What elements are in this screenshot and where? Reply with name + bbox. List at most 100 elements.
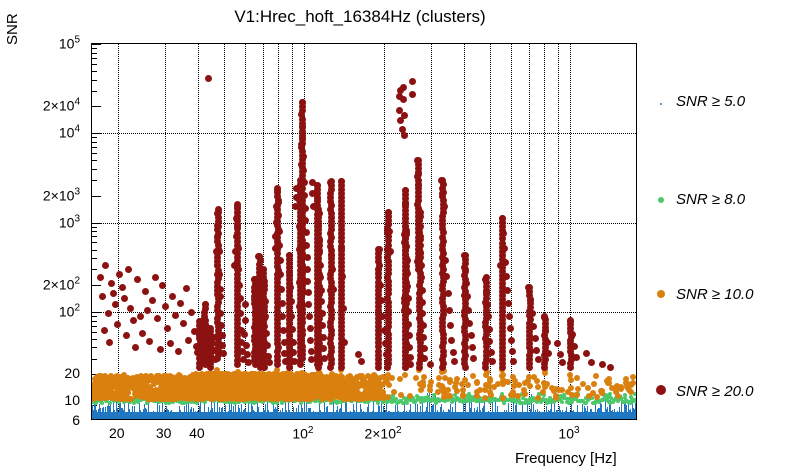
legend-entry[interactable]: SNR ≥ 20.0 [650,380,753,402]
snr8-point [392,399,397,404]
snr20-point [400,111,408,119]
snr8-point [608,400,612,405]
snr20-point [158,281,166,289]
snr20-point [304,289,312,296]
snr5-spike [628,404,629,419]
snr10-point [265,371,271,378]
snr10-point [420,374,427,381]
snr10-point [527,383,534,390]
snr10-point [459,392,466,399]
snr10-point [127,395,134,402]
snr20-point [598,360,606,368]
snr10-point [152,391,159,398]
snr5-spike [610,397,611,419]
y-axis-tick [92,44,101,45]
snr5-spike [429,392,430,419]
snr5-spike [395,404,396,419]
snr5-spike [99,404,100,419]
legend: SNR ≥ 5.0 SNR ≥ 8.0 SNR ≥ 10.0 SNR ≥ 20.0 [650,55,800,405]
snr5-spike [237,404,239,419]
snr10-point [161,383,167,390]
y-axis-tick [92,195,101,197]
snr20-point [96,274,104,282]
x-gridline [223,44,225,419]
y-axis-tick [92,90,97,92]
snr5-spike [241,404,242,419]
snr20-point [214,206,222,213]
snr8-point [185,400,190,405]
snr8-point [574,396,579,401]
legend-entry[interactable]: SNR ≥ 8.0 [650,188,745,210]
snr20-point [408,78,416,85]
snr8-point [420,396,425,401]
y-tick-label: 20 [64,365,80,382]
snr20-point [482,274,490,282]
snr20-point [306,312,313,320]
y-gridline [92,311,636,313]
snr20-point [207,324,215,332]
snr8-point [559,396,563,401]
legend-entry[interactable]: SNR ≥ 10.0 [650,283,753,305]
x-axis-ticklabels: 20 30 40 102 2×102 103 [91,425,637,447]
snr10-point [107,372,114,379]
snr20-point [161,303,169,310]
snr8-point [610,400,615,405]
y-tick-label: 6 [72,412,80,428]
snr10-point [303,393,310,400]
legend-marker-icon [650,190,672,208]
snr8-point [375,400,380,405]
snr20-point [174,348,182,355]
legend-entry[interactable]: SNR ≥ 5.0 [650,90,745,112]
y-axis-tick [92,226,97,228]
snr20-point [156,345,164,353]
snr5-spike [484,396,485,419]
y-tick-label: 102 [58,302,80,320]
snr5-spike [433,404,434,419]
y-axis-tick [92,269,97,271]
snr20-point [169,292,177,300]
snr10-point [147,372,154,379]
snr10-point [435,374,442,381]
snr20-point [196,318,203,325]
snr5-spike [108,403,109,419]
snr8-point [134,398,139,402]
legend-label: SNR ≥ 5.0 [676,92,746,110]
y-axis-tick [92,331,97,333]
snr20-point [177,299,185,307]
snr8-point [521,395,526,400]
snr20-point [134,276,142,284]
snr10-point [299,380,306,386]
snr5-spike [435,395,436,419]
y-axis-tick [92,236,97,238]
snr20-point [445,306,453,314]
snr8-point [417,396,422,401]
snr8-point [570,399,575,404]
snr5-spike [495,397,496,419]
snr10-point [92,389,98,396]
snr5-spike [422,400,423,419]
snr8-point [566,397,570,402]
snr5-spike [346,392,347,419]
y-axis-tick [92,160,97,162]
snr10-point [153,394,160,401]
snr8-point [539,400,544,405]
snr20-point [127,304,135,312]
snr20-point [108,279,116,287]
y-axis-tick [92,147,97,149]
x-tick-label: 102 [292,425,314,442]
snr20-point [399,95,407,103]
snr5-spike [95,393,96,419]
snr8-point [542,392,547,397]
snr20-point [139,329,147,337]
snr5-spike [522,404,523,419]
snr20-point [507,336,515,344]
snr8-point [419,399,423,404]
snr8-point [526,400,531,405]
snr5-spike [368,399,369,419]
snr10-point [574,374,581,381]
x-gridline [164,44,166,419]
snr5-spike [157,394,158,419]
snr10-point [224,382,231,389]
snr20-point [201,301,209,309]
page-title: V1:Hrec_hoft_16384Hz (clusters) [234,7,486,26]
